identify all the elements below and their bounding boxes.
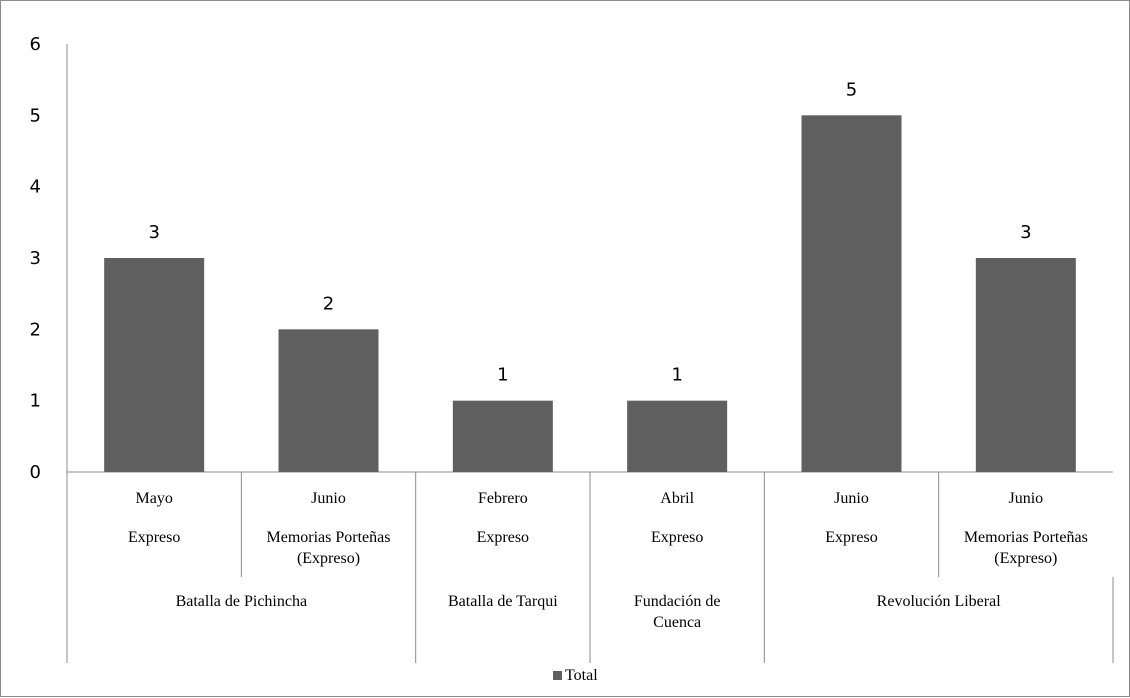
group-label: Batalla de Tarqui xyxy=(448,593,558,610)
bar xyxy=(975,258,1076,472)
bar xyxy=(278,329,379,472)
bar-value-label: 3 xyxy=(148,222,159,243)
category-source-label: Memorias Porteñas xyxy=(267,529,391,546)
y-tick-label: 4 xyxy=(30,177,41,198)
y-tick-label: 1 xyxy=(30,391,41,412)
category-source-label: (Expreso) xyxy=(297,550,360,567)
group-label: Fundación de xyxy=(634,593,721,610)
category-month-label: Junio xyxy=(311,490,346,507)
category-source-label: (Expreso) xyxy=(994,550,1057,567)
category-month-label: Mayo xyxy=(136,490,173,507)
bar xyxy=(104,258,205,472)
bar-value-label: 2 xyxy=(323,293,334,314)
bar-value-label: 5 xyxy=(846,79,857,100)
legend-swatch xyxy=(553,671,562,680)
group-label: Batalla de Pichincha xyxy=(176,593,308,610)
category-month-label: Abril xyxy=(660,490,694,507)
y-tick-label: 6 xyxy=(30,34,41,55)
legend-label: Total xyxy=(565,667,598,684)
category-month-label: Junio xyxy=(1008,490,1043,507)
category-month-label: Febrero xyxy=(478,490,528,507)
bar-value-label: 1 xyxy=(497,365,508,386)
category-month-label: Junio xyxy=(834,490,869,507)
group-label: Cuenca xyxy=(653,614,701,631)
bar-value-label: 1 xyxy=(671,365,682,386)
bar-value-label: 3 xyxy=(1020,222,1031,243)
bar xyxy=(452,400,553,472)
y-tick-label: 3 xyxy=(30,248,41,269)
category-source-label: Memorias Porteñas xyxy=(964,529,1088,546)
category-source-label: Expreso xyxy=(825,529,877,546)
bar xyxy=(801,115,902,472)
y-tick-label: 0 xyxy=(30,462,41,483)
bar xyxy=(627,400,728,472)
category-source-label: Expreso xyxy=(477,529,529,546)
group-label: Revolución Liberal xyxy=(877,593,1002,610)
y-tick-label: 5 xyxy=(30,105,41,126)
y-tick-label: 2 xyxy=(30,319,41,340)
category-source-label: Expreso xyxy=(651,529,703,546)
category-source-label: Expreso xyxy=(128,529,180,546)
